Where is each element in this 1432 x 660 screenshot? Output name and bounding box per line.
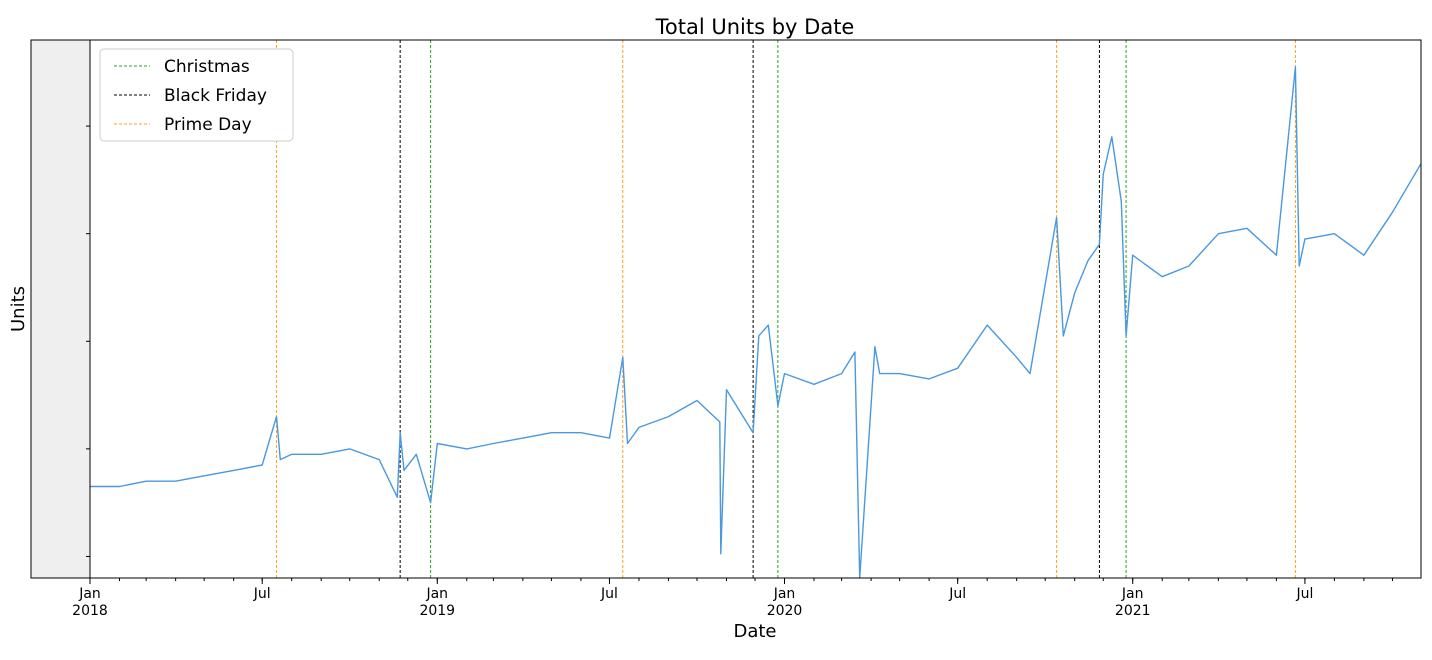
x-tick-label: Jan: [425, 586, 448, 602]
legend-label-prime-day: Prime Day: [164, 115, 252, 135]
legend-box: [99, 48, 294, 142]
legend-label-black-friday: Black Friday: [164, 86, 267, 106]
x-tick-label: Jul: [948, 586, 966, 602]
x-tick-label: Jan: [1121, 586, 1144, 602]
x-tick-year-label: 2021: [1115, 603, 1151, 619]
left-shaded-panel: [30, 39, 91, 579]
x-tick-label: Jan: [78, 586, 101, 602]
y-axis-ticks: [86, 125, 90, 557]
x-tick-label: Jul: [600, 586, 618, 602]
y-axis-label: Units: [8, 286, 29, 332]
plot-area: [89, 39, 1422, 579]
x-tick-year-label: 2020: [767, 603, 803, 619]
units-series-line: [90, 66, 1422, 579]
x-axis-label: Date: [733, 621, 776, 642]
legend-label-christmas: Christmas: [164, 57, 250, 77]
x-tick-year-label: 2019: [419, 603, 455, 619]
x-tick-year-label: 2018: [72, 603, 108, 619]
plot-area-border: [89, 39, 1422, 579]
x-tick-label: Jul: [253, 586, 271, 602]
chart-title: Total Units by Date: [655, 15, 855, 39]
legend: Christmas Black Friday Prime Day: [99, 48, 294, 142]
x-tick-label: Jan: [773, 586, 796, 602]
x-tick-label: Jul: [1295, 586, 1313, 602]
